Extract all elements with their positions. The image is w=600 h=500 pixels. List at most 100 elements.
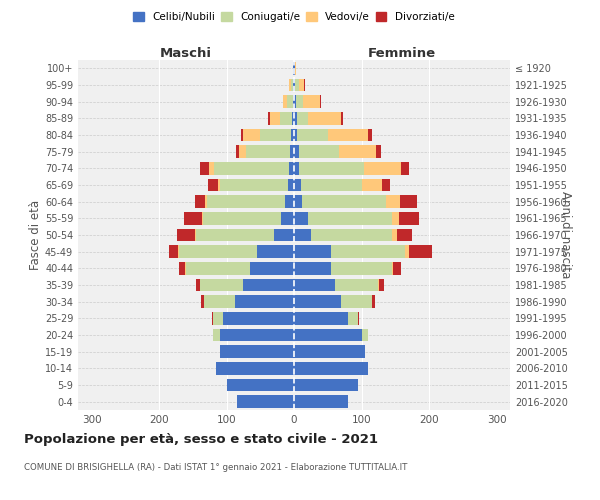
Bar (296, 96, 303, 108)
Bar (299, 162, 364, 174)
Bar (293, 79, 294, 92)
Bar (294, 212, 308, 224)
Bar (386, 196, 400, 208)
Bar (299, 146, 339, 158)
Bar (298, 112, 308, 124)
Bar (295, 79, 299, 92)
Bar (289, 162, 294, 174)
Bar (294, 346, 365, 358)
Bar (208, 179, 218, 192)
Bar (220, 346, 294, 358)
Bar (199, 279, 244, 291)
Legend: Celibi/Nubili, Coniugati/e, Vedovi/e, Divorziati/e: Celibi/Nubili, Coniugati/e, Vedovi/e, Di… (129, 8, 459, 26)
Bar (195, 229, 196, 241)
Bar (299, 79, 304, 92)
Bar (392, 212, 398, 224)
Bar (311, 229, 392, 241)
Bar (178, 246, 179, 258)
Bar (376, 146, 381, 158)
Bar (257, 246, 294, 258)
Bar (348, 312, 358, 324)
Bar (293, 96, 294, 108)
Text: COMUNE DI BRISIGHELLA (RA) - Dati ISTAT 1° gennaio 2021 - Elaborazione TUTTITALI: COMUNE DI BRISIGHELLA (RA) - Dati ISTAT … (24, 462, 407, 471)
Bar (294, 179, 301, 192)
Bar (223, 312, 294, 324)
Bar (214, 162, 289, 174)
Bar (268, 112, 270, 124)
Bar (294, 79, 295, 92)
Bar (335, 279, 379, 291)
Bar (294, 312, 348, 324)
Bar (341, 112, 343, 124)
Bar (401, 162, 409, 174)
Bar (241, 129, 244, 141)
Bar (358, 312, 359, 324)
Bar (281, 212, 294, 224)
Bar (205, 196, 207, 208)
Bar (283, 96, 287, 108)
Bar (339, 146, 376, 158)
Y-axis label: Anni di nascita: Anni di nascita (559, 192, 572, 278)
Bar (203, 212, 281, 224)
Bar (292, 112, 294, 124)
Bar (294, 196, 302, 208)
Bar (236, 396, 294, 408)
Bar (217, 362, 294, 374)
Text: Popolazione per età, sesso e stato civile - 2021: Popolazione per età, sesso e stato civil… (24, 432, 378, 446)
Bar (227, 379, 294, 391)
Bar (293, 62, 294, 74)
Bar (397, 229, 412, 241)
Bar (270, 112, 280, 124)
Bar (260, 129, 290, 141)
Bar (400, 196, 417, 208)
Bar (212, 312, 213, 324)
Bar (184, 212, 202, 224)
Bar (301, 179, 361, 192)
Bar (295, 62, 296, 74)
Bar (294, 379, 358, 391)
Bar (294, 129, 298, 141)
Bar (302, 196, 386, 208)
Bar (244, 129, 260, 141)
Bar (220, 179, 288, 192)
Bar (294, 362, 368, 374)
Bar (246, 146, 290, 158)
Bar (201, 296, 204, 308)
Bar (213, 329, 220, 341)
Bar (294, 262, 331, 274)
Bar (331, 246, 406, 258)
Bar (294, 246, 331, 258)
Bar (294, 396, 348, 408)
Bar (392, 229, 397, 241)
Bar (185, 262, 186, 274)
Bar (207, 196, 284, 208)
Bar (298, 129, 328, 141)
Bar (179, 262, 185, 274)
Bar (294, 329, 361, 341)
Text: Femmine: Femmine (368, 47, 436, 60)
Bar (361, 179, 382, 192)
Bar (364, 162, 401, 174)
Bar (294, 296, 341, 308)
Bar (176, 229, 195, 241)
Bar (308, 112, 341, 124)
Bar (186, 262, 250, 274)
Bar (361, 329, 368, 341)
Bar (213, 312, 223, 324)
Bar (294, 112, 298, 124)
Bar (371, 296, 375, 308)
Bar (409, 246, 433, 258)
Y-axis label: Fasce di età: Fasce di età (29, 200, 42, 270)
Bar (392, 262, 393, 274)
Bar (294, 162, 299, 174)
Bar (304, 79, 305, 92)
Bar (274, 229, 294, 241)
Bar (382, 179, 390, 192)
Bar (289, 79, 290, 92)
Bar (294, 229, 311, 241)
Bar (179, 246, 257, 258)
Bar (341, 296, 371, 308)
Bar (294, 146, 299, 158)
Bar (196, 229, 274, 241)
Bar (294, 279, 335, 291)
